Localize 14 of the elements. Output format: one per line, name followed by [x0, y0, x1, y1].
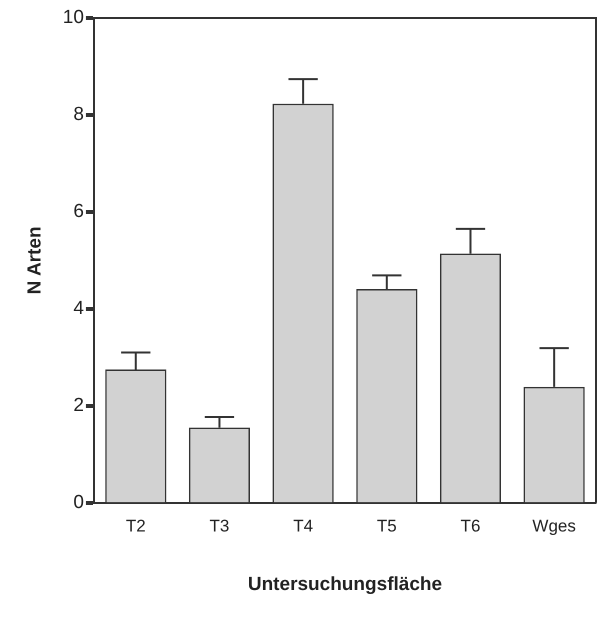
x-tick-label: T2 — [126, 516, 146, 536]
y-tick-label: 0 — [73, 492, 84, 514]
y-axis-title: N Arten — [24, 226, 46, 294]
x-axis-title: Untersuchungsfläche — [248, 574, 442, 595]
x-tick-label: T6 — [460, 516, 480, 536]
x-tick-label: T4 — [293, 516, 314, 536]
y-tick-label: 10 — [62, 7, 84, 28]
y-tick-label: 2 — [73, 395, 84, 416]
y-tick-label: 6 — [73, 201, 84, 222]
y-tick-label: 4 — [73, 298, 84, 320]
x-tick-label: Wges — [532, 516, 576, 536]
y-tick-label: 8 — [73, 104, 84, 126]
x-tick-label: T5 — [376, 516, 397, 536]
x-tick-label: T3 — [210, 516, 230, 536]
